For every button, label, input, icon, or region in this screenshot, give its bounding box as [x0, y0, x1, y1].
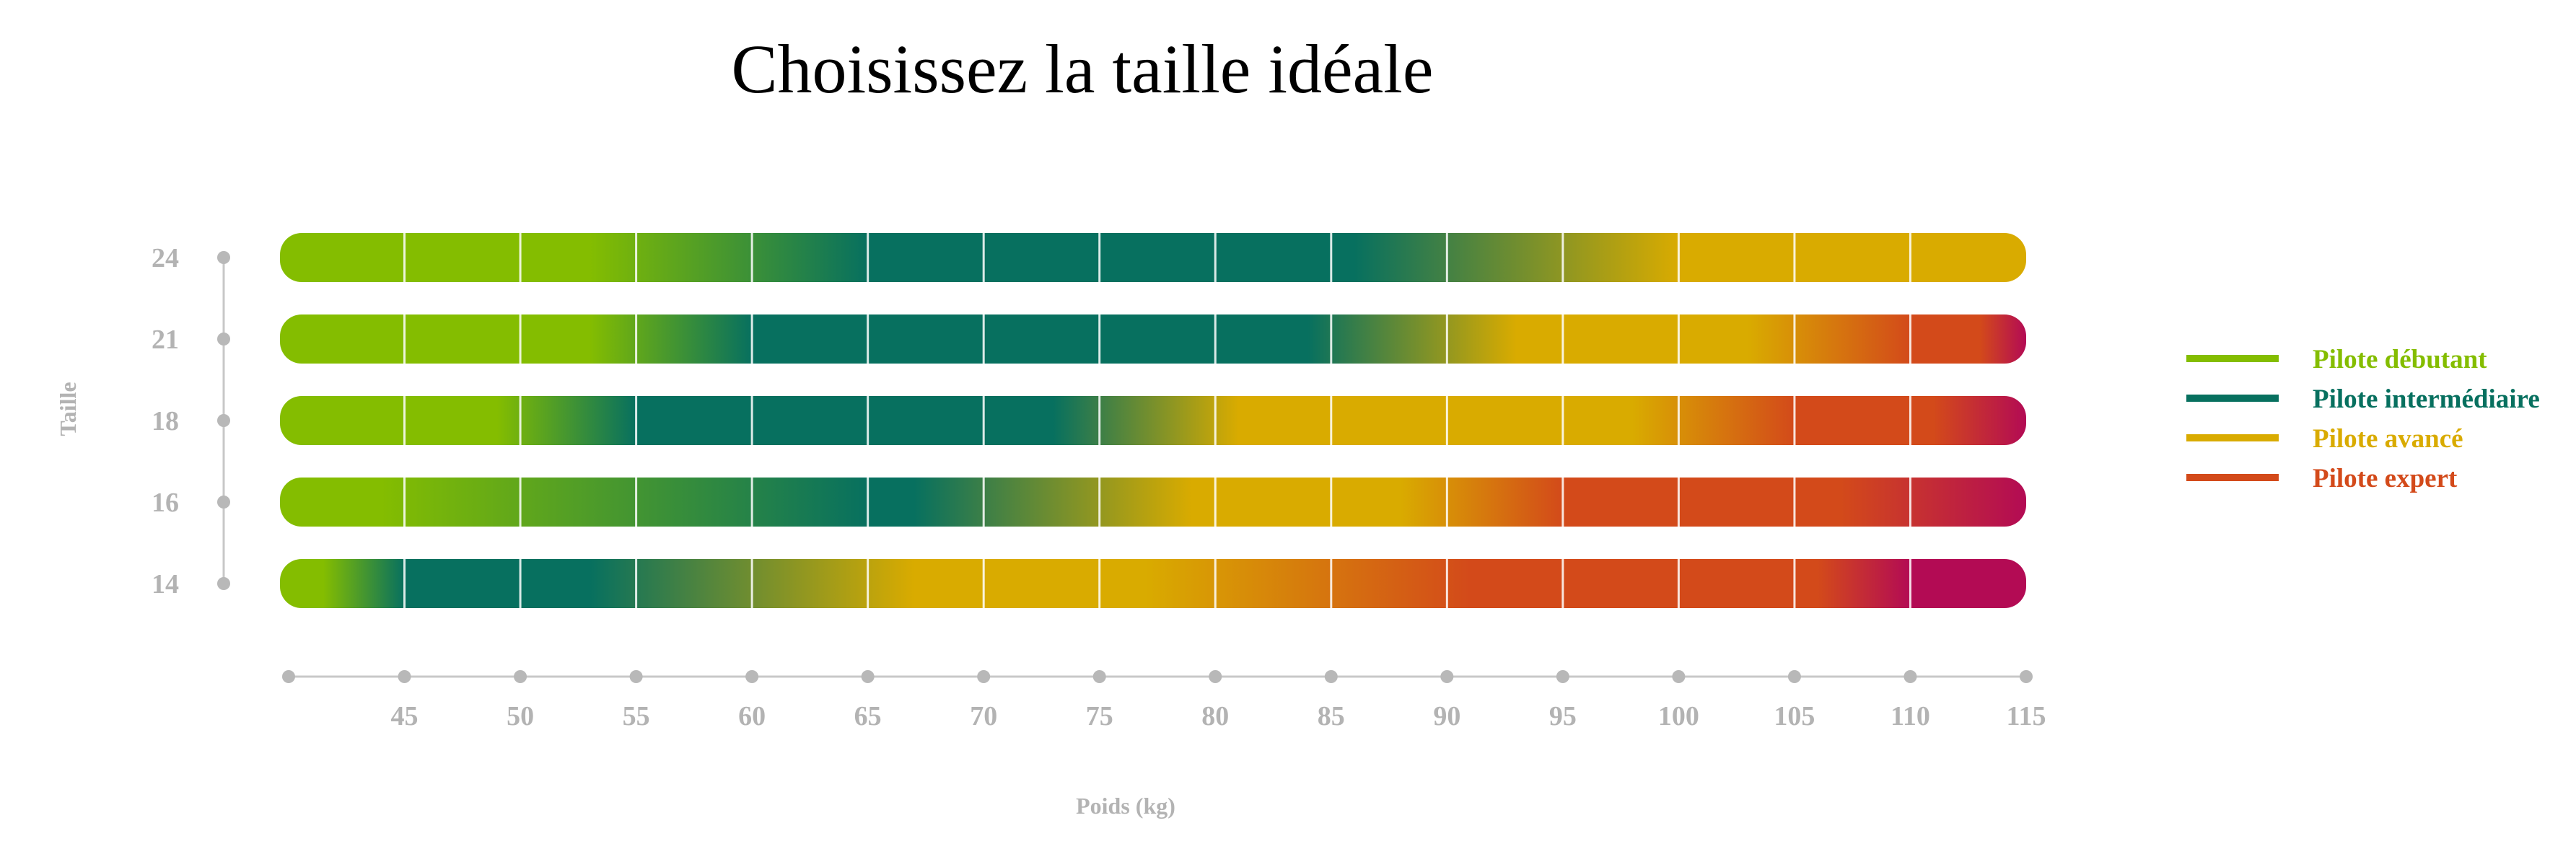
x-tick-label-65: 65 [854, 701, 882, 731]
y-axis-dot-16 [217, 496, 230, 509]
x-tick-label-45: 45 [391, 701, 419, 731]
y-axis-dot-18 [217, 414, 230, 427]
size-row-24 [280, 233, 2026, 282]
x-axis-dot-115 [2020, 670, 2033, 683]
chart-title: Choisissez la taille idéale [731, 30, 1433, 107]
x-axis-dot-70 [977, 670, 991, 683]
x-axis-dot-95 [1556, 670, 1569, 683]
legend-label-4: Pilote expert [2313, 464, 2458, 493]
x-tick-label-85: 85 [1318, 701, 1345, 731]
x-tick-label-105: 105 [1774, 701, 1815, 731]
y-axis-dot-24 [217, 251, 230, 264]
x-tick-label-60: 60 [738, 701, 766, 731]
x-axis-dot-50 [514, 670, 527, 683]
x-tick-label-110: 110 [1891, 701, 1930, 731]
size-row-18 [280, 396, 2026, 445]
size-row-16 [280, 478, 2026, 527]
x-axis-title: Poids (kg) [1076, 793, 1175, 819]
x-axis-dot-45 [398, 670, 411, 683]
y-axis-title: Taille [55, 382, 81, 436]
x-tick-label-115: 115 [2007, 701, 2046, 731]
x-axis-dot-100 [1672, 670, 1686, 683]
y-tick-label-18: 18 [152, 406, 179, 436]
x-tick-label-75: 75 [1086, 701, 1113, 731]
x-axis-dot-60 [745, 670, 759, 683]
x-tick-label-95: 95 [1549, 701, 1577, 731]
x-tick-label-90: 90 [1433, 701, 1460, 731]
x-tick-label-55: 55 [623, 701, 650, 731]
x-tick-label-50: 50 [507, 701, 534, 731]
size-row-14 [280, 559, 2026, 608]
x-tick-label-100: 100 [1658, 701, 1699, 731]
x-axis-dot-110 [1903, 670, 1917, 683]
x-axis-dot-75 [1092, 670, 1106, 683]
x-axis-dot-105 [1787, 670, 1801, 683]
legend-label-3: Pilote avancé [2313, 424, 2463, 454]
legend-label-1: Pilote débutant [2313, 345, 2487, 374]
y-axis-dot-21 [217, 333, 230, 346]
x-axis-dot-55 [629, 670, 643, 683]
y-tick-label-16: 16 [152, 488, 179, 518]
x-tick-label-80: 80 [1201, 701, 1229, 731]
size-row-21 [280, 314, 2026, 364]
x-axis-dot-65 [861, 670, 875, 683]
x-tick-label-70: 70 [970, 701, 997, 731]
y-axis-dot-14 [217, 577, 230, 590]
y-tick-label-14: 14 [152, 569, 179, 599]
y-tick-label-21: 21 [152, 325, 179, 355]
x-axis-dot-start [282, 670, 295, 683]
x-axis-dot-80 [1209, 670, 1222, 683]
y-tick-label-24: 24 [152, 243, 179, 273]
legend-label-2: Pilote intermédiaire [2313, 384, 2540, 414]
x-axis-dot-85 [1324, 670, 1338, 683]
x-axis-dot-90 [1440, 670, 1454, 683]
